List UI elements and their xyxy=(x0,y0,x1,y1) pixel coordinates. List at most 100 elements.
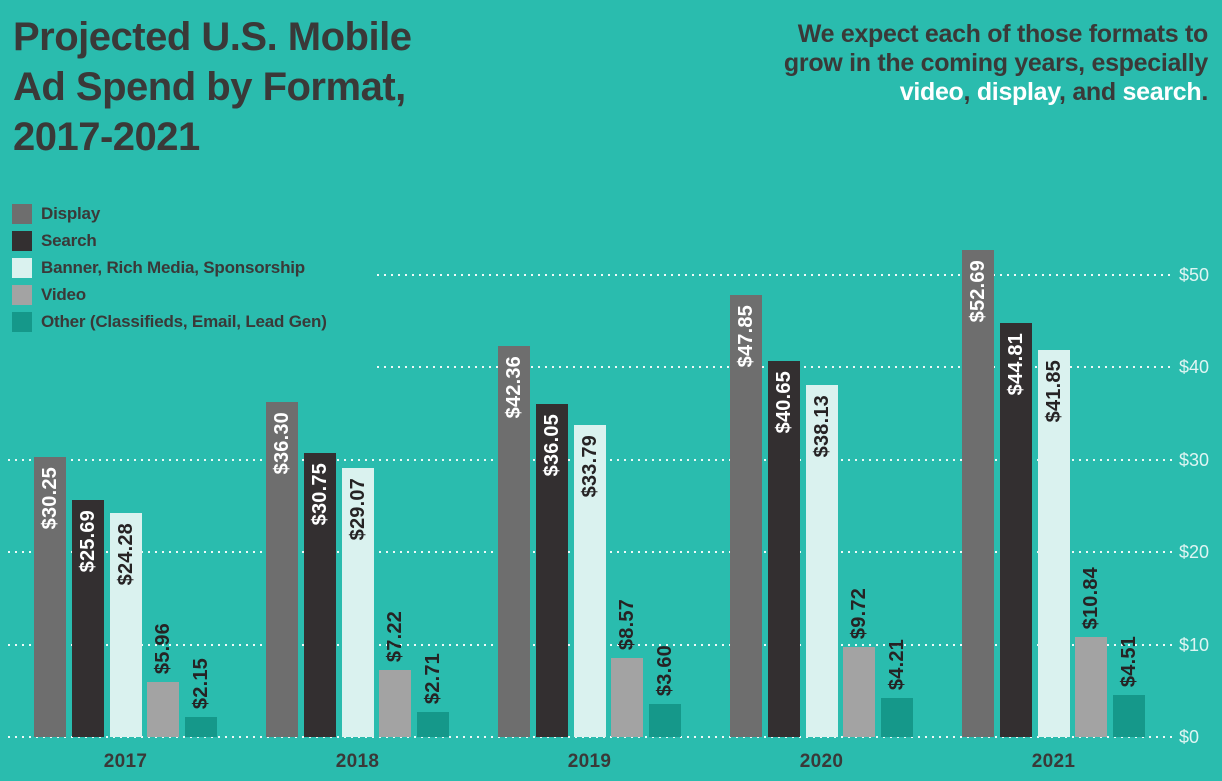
legend-label: Banner, Rich Media, Sponsorship xyxy=(41,257,305,277)
bar-value-label: $36.05 xyxy=(540,414,563,477)
y-tick-label: $50 xyxy=(1179,265,1210,285)
bar-search-2018: $30.75 xyxy=(303,453,336,737)
bar-value-label: $24.28 xyxy=(114,523,137,586)
y-tick-label: $10 xyxy=(1179,634,1210,655)
bar-value-label: $33.79 xyxy=(578,435,601,498)
subtitle-text: . xyxy=(1201,78,1208,106)
subtitle-line-3: video, display, and search. xyxy=(748,78,1209,107)
legend-swatch xyxy=(12,284,32,305)
bar-other-2020: $4.21 xyxy=(881,639,913,737)
bar-value-label: $3.60 xyxy=(654,644,676,696)
bar-other-2018: $2.71 xyxy=(417,653,449,737)
bar-value-label: $10.84 xyxy=(1080,566,1103,629)
bar-value-label: $40.65 xyxy=(772,371,795,434)
bar-video-2019: $8.57 xyxy=(611,599,644,737)
x-tick-label-2021: 2021 xyxy=(1031,751,1076,772)
legend-swatch xyxy=(12,230,32,251)
subtitle-text: grow in the coming years, especially xyxy=(783,49,1208,77)
bar-value-label: $2.15 xyxy=(190,657,212,709)
bar-value-label: $25.69 xyxy=(76,510,99,573)
bar-banner-2017: $24.28 xyxy=(109,513,142,737)
bar-group-2020: $47.85 $40.65 $38.13 $9.72 $4.21 xyxy=(730,295,913,737)
bar-other-2017: $2.15 xyxy=(185,658,217,737)
bar-value-label: $2.71 xyxy=(422,652,444,704)
subtitle-highlight: display xyxy=(976,78,1060,106)
bar-value-label: $47.85 xyxy=(735,305,757,368)
bar-other-2021: $4.51 xyxy=(1113,636,1145,737)
legend-swatch xyxy=(12,311,32,332)
bar-video-2021: $10.84 xyxy=(1075,567,1108,737)
y-tick-label: $20 xyxy=(1179,542,1210,563)
bar-value-label: $36.30 xyxy=(271,412,293,475)
legend-item-5: Other (Classifieds, Email, Lead Gen) xyxy=(12,311,327,332)
y-tick-label: $40 xyxy=(1179,357,1210,378)
subtitle-text: , and xyxy=(1059,78,1123,106)
title-line-2: Ad Spend by Format, xyxy=(13,65,406,109)
bar-value-label: $52.69 xyxy=(967,260,989,323)
bar-group-2019: $42.36 $36.05 $33.79 $8.57 $3.60 xyxy=(498,346,681,737)
legend-label: Other (Classifieds, Email, Lead Gen) xyxy=(41,311,327,331)
bar-value-label: $38.13 xyxy=(810,395,833,458)
x-tick-label-2017: 2017 xyxy=(103,751,148,772)
bar-banner-2020: $38.13 xyxy=(805,385,838,737)
bar-value-label: $5.96 xyxy=(152,622,175,674)
y-tick-label: $30 xyxy=(1179,449,1210,470)
x-tick-label-2018: 2018 xyxy=(335,751,380,772)
chart-legend: Display Search Banner, Rich Media, Sponsor… xyxy=(12,203,327,332)
legend-item-1: Display xyxy=(12,203,327,224)
subtitle-text: We expect each of those formats to xyxy=(797,20,1209,48)
bar-search-2019: $36.05 xyxy=(535,404,568,737)
bar-search-2021: $44.81 xyxy=(999,323,1032,737)
bar-value-label: $30.25 xyxy=(39,467,61,530)
bar-value-label: $4.51 xyxy=(1118,635,1140,687)
bar-display-2018: $36.30 xyxy=(266,402,298,737)
subtitle-text: , xyxy=(963,78,977,106)
title-line-1: Projected U.S. Mobile xyxy=(13,15,412,59)
bar-video-2020: $9.72 xyxy=(843,588,876,737)
chart-subtitle: We expect each of those formats to grow i… xyxy=(748,20,1208,107)
bar-display-2017: $30.25 xyxy=(34,457,66,737)
bar-banner-2021: $41.85 xyxy=(1037,350,1070,737)
subtitle-highlight: search xyxy=(1122,78,1202,106)
gridline-$0 xyxy=(8,736,1172,738)
legend-swatch xyxy=(12,203,32,224)
legend-item-3: Banner, Rich Media, Sponsorship xyxy=(12,257,327,278)
bar-group-2017: $30.25 $25.69 $24.28 $5.96 $2.15 xyxy=(34,457,217,737)
legend-item-4: Video xyxy=(12,284,327,305)
bar-display-2020: $47.85 xyxy=(730,295,762,737)
bar-value-label: $9.72 xyxy=(848,587,871,639)
bar-banner-2018: $29.07 xyxy=(341,468,374,737)
bar-value-label: $29.07 xyxy=(346,478,369,541)
bar-value-label: $7.22 xyxy=(384,610,407,662)
gridline-$50 xyxy=(377,274,1172,276)
bar-video-2018: $7.22 xyxy=(379,611,412,737)
bar-other-2019: $3.60 xyxy=(649,645,681,737)
page-title: Projected U.S. Mobile Ad Spend by Format… xyxy=(13,12,412,162)
bar-value-label: $30.75 xyxy=(308,463,331,526)
subtitle-line-2: grow in the coming years, especially xyxy=(748,49,1208,78)
legend-label: Display xyxy=(41,203,101,223)
legend-swatch xyxy=(12,257,32,278)
x-tick-label-2019: 2019 xyxy=(567,751,612,772)
bar-video-2017: $5.96 xyxy=(147,623,180,737)
x-tick-label-2020: 2020 xyxy=(799,751,844,772)
bar-display-2019: $42.36 xyxy=(498,346,530,737)
legend-label: Video xyxy=(41,284,86,304)
bar-search-2020: $40.65 xyxy=(767,361,800,737)
subtitle-line-1: We expect each of those formats to xyxy=(748,20,1209,49)
legend-item-2: Search xyxy=(12,230,327,251)
bar-banner-2019: $33.79 xyxy=(573,425,606,737)
bar-group-2021: $52.69 $44.81 $41.85 $10.84 $4.51 xyxy=(962,250,1145,737)
bar-value-label: $44.81 xyxy=(1004,333,1027,396)
bar-search-2017: $25.69 xyxy=(71,500,104,737)
y-tick-label: $0 xyxy=(1179,727,1200,747)
subtitle-highlight: video xyxy=(899,78,964,106)
title-line-3: 2017-2021 xyxy=(13,115,200,159)
legend-label: Search xyxy=(41,230,97,250)
bar-group-2018: $36.30 $30.75 $29.07 $7.22 $2.71 xyxy=(266,402,449,737)
bar-value-label: $8.57 xyxy=(616,598,639,650)
plot-area: $0 $10 $20 $30 $40 $50 $30.25 $25.69 $24.28 $5.9… xyxy=(8,250,1210,746)
bar-value-label: $4.21 xyxy=(886,638,908,690)
bar-value-label: $41.85 xyxy=(1042,360,1065,423)
